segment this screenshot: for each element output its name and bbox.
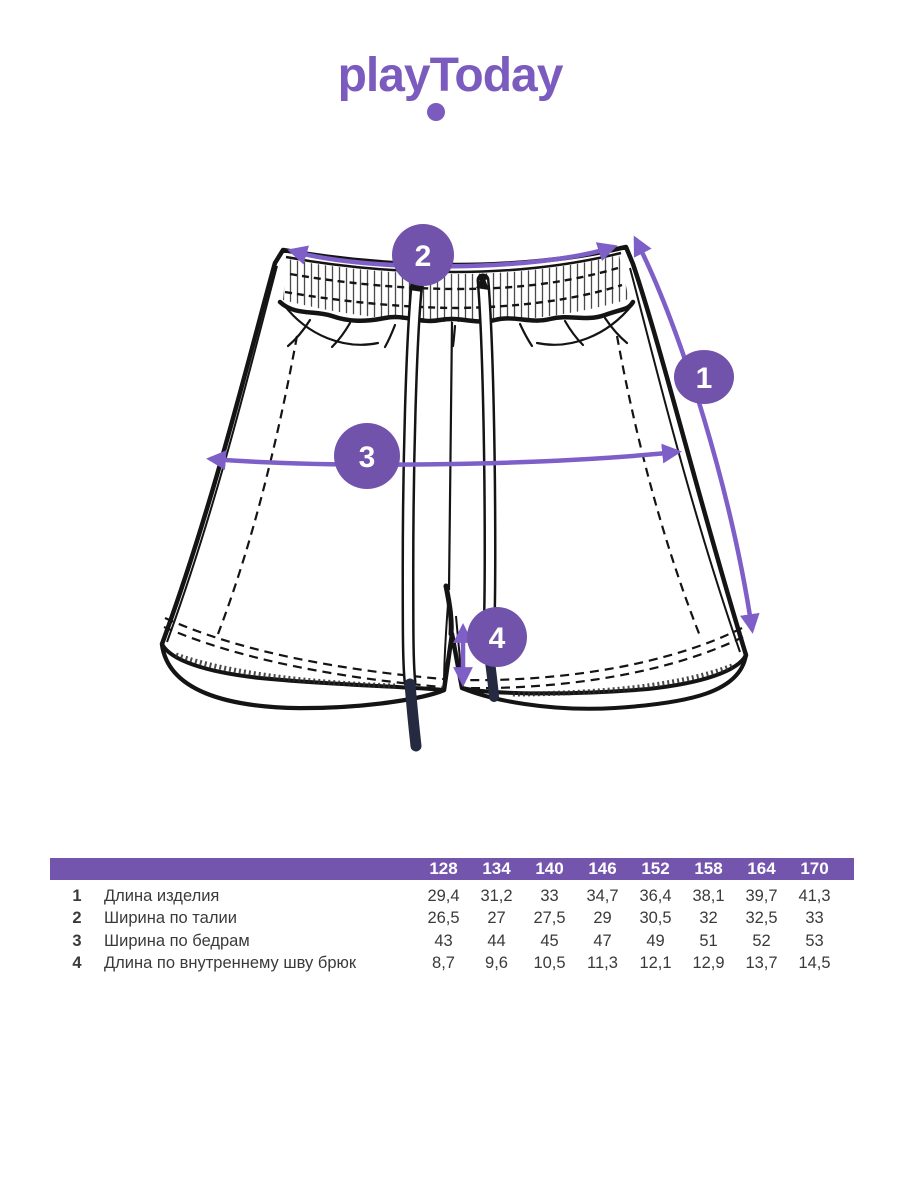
cell: 29,4 (427, 886, 460, 905)
row-number: 4 (72, 954, 82, 973)
size-table-header: 128 134 140 146 152 158 164 170 (50, 858, 854, 880)
cell: 33 (540, 886, 559, 905)
brand-logo: playToday (337, 49, 564, 102)
cell: 32,5 (745, 909, 778, 928)
right-leg-hem (459, 627, 748, 711)
cell: 26,5 (427, 909, 460, 928)
svg-text:2: 2 (415, 240, 432, 273)
row-label: Длина по внутреннему шву брюк (104, 954, 357, 973)
size-column-header: 170 (800, 859, 829, 878)
cell: 31,2 (480, 886, 513, 905)
marker-circle-3: 3 (334, 423, 400, 489)
arrow-side-length (633, 235, 760, 634)
cell: 52 (752, 931, 771, 950)
size-table: 128 134 140 146 152 158 164 170 1 Длина … (50, 858, 854, 975)
size-column-header: 158 (694, 859, 723, 878)
cell: 27 (487, 909, 506, 928)
cell: 45 (540, 931, 559, 950)
row-label: Длина изделия (104, 886, 220, 905)
cell: 49 (646, 931, 665, 950)
cell: 9,6 (485, 954, 508, 973)
arrow-waist-width (287, 242, 618, 269)
marker-circle-4: 4 (467, 607, 527, 667)
svg-text:3: 3 (359, 441, 376, 474)
cell: 34,7 (586, 886, 619, 905)
cell: 33 (805, 909, 824, 928)
svg-text:1: 1 (696, 362, 713, 395)
cell: 12,9 (692, 954, 725, 973)
waistband (277, 251, 636, 324)
cell: 38,1 (692, 886, 725, 905)
cell: 51 (699, 931, 718, 950)
table-row: 2 Ширина по талии 26,5 27 27,5 29 30,5 3… (50, 908, 854, 931)
cell: 12,1 (639, 954, 672, 973)
cell: 39,7 (745, 886, 778, 905)
row-number: 3 (72, 931, 82, 950)
marker-circle-1: 1 (674, 350, 734, 404)
drawstring-left (401, 275, 424, 752)
cell: 10,5 (533, 954, 566, 973)
cell: 53 (805, 931, 824, 950)
cell: 32 (699, 909, 718, 928)
cell: 27,5 (533, 909, 566, 928)
svg-text:4: 4 (489, 622, 506, 655)
size-column-header: 164 (747, 859, 776, 878)
size-column-header: 146 (588, 859, 617, 878)
measurement-arrows (206, 235, 760, 687)
size-column-header: 134 (482, 859, 511, 878)
cell: 29 (593, 909, 612, 928)
table-row: 3 Ширина по бедрам 43 44 45 47 49 51 52 … (50, 930, 854, 953)
cell: 44 (487, 931, 506, 950)
marker-circle-2: 2 (392, 224, 454, 286)
cell: 41,3 (798, 886, 831, 905)
size-table-rows: 1 Длина изделия 29,4 31,2 33 34,7 36,4 3… (50, 885, 854, 975)
row-number: 2 (72, 909, 82, 928)
table-row: 1 Длина изделия 29,4 31,2 33 34,7 36,4 3… (50, 885, 854, 908)
size-column-header: 140 (535, 859, 564, 878)
gathering-wrinkles (282, 303, 634, 349)
cell: 30,5 (639, 909, 672, 928)
cell: 13,7 (745, 954, 778, 973)
size-column-header: 152 (641, 859, 670, 878)
row-label: Ширина по талии (104, 909, 237, 928)
cell: 8,7 (432, 954, 455, 973)
arrow-hip-width (206, 443, 682, 471)
size-column-header: 128 (429, 859, 458, 878)
measurement-markers: 1 2 3 4 (334, 224, 734, 667)
cell: 11,3 (587, 954, 618, 973)
row-number: 1 (72, 886, 82, 905)
row-label: Ширина по бедрам (104, 931, 250, 950)
cell: 36,4 (639, 886, 672, 905)
table-row: 4 Длина по внутреннему шву брюк 8,7 9,6 … (50, 953, 854, 976)
cell: 14,5 (798, 954, 831, 973)
cell: 47 (593, 931, 612, 950)
brand-logo-dot (427, 103, 445, 121)
cell: 43 (434, 931, 453, 950)
